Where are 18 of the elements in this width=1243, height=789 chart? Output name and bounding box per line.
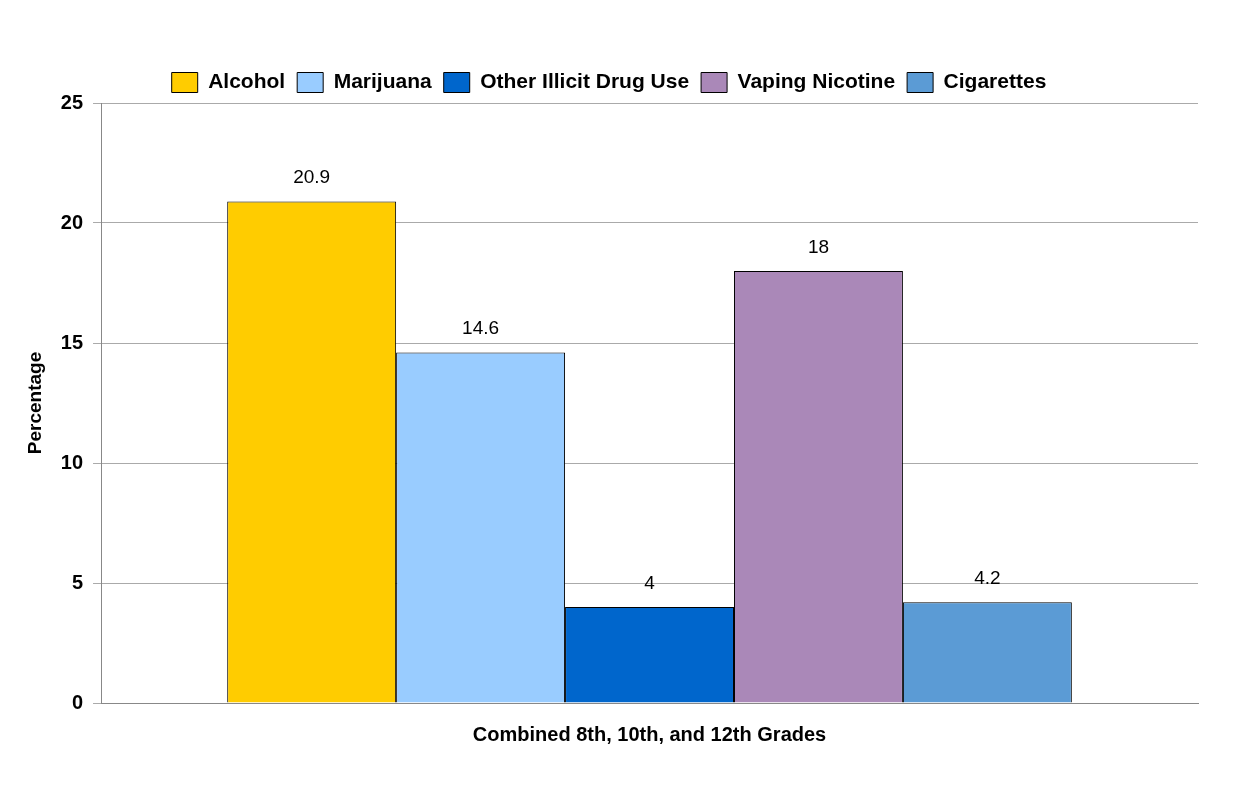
legend-label: Marijuana xyxy=(333,69,433,93)
legend-label: Alcohol xyxy=(208,69,286,93)
y-axis-title: Percentage xyxy=(23,351,45,455)
legend-label: Cigarettes xyxy=(943,69,1047,93)
legend-label: Other Illicit Drug Use xyxy=(480,69,690,93)
x-tick-label: Combined 8th, 10th, and 12th Grades xyxy=(472,722,827,745)
y-tick-label: 0 xyxy=(71,690,84,713)
y-tick-label: 5 xyxy=(71,570,84,593)
y-tick-label: 15 xyxy=(60,330,84,353)
legend-label: Vaping Nicotine xyxy=(737,69,896,93)
y-tick-label: 20 xyxy=(60,210,84,233)
y-tick-label: 25 xyxy=(60,90,84,113)
y-tick-label: 10 xyxy=(60,450,84,473)
data-label: 20.9 xyxy=(293,166,331,188)
data-label: 18 xyxy=(807,235,830,257)
data-label: 4.2 xyxy=(974,566,1001,588)
data-label: 14.6 xyxy=(462,317,500,339)
data-label: 4 xyxy=(644,571,656,593)
